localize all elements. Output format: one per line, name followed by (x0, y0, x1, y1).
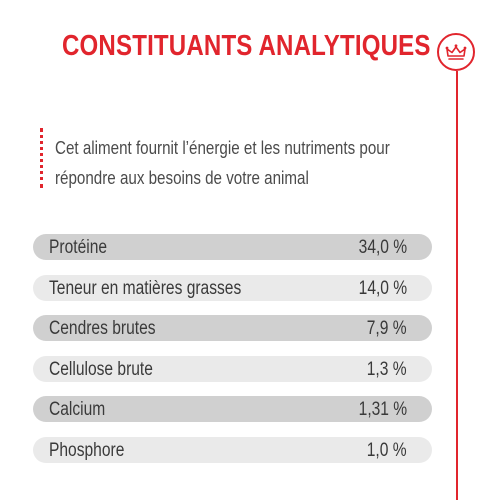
table-row: Phosphore 1,0 % (33, 436, 432, 463)
row-value: 14,0 % (358, 277, 407, 299)
table-row: Protéine 34,0 % (33, 234, 432, 260)
row-value: 7,9 % (367, 318, 407, 339)
dotted-accent-line (40, 128, 46, 188)
row-value: 1,31 % (358, 399, 407, 420)
brand-badge (437, 33, 475, 71)
vertical-divider (456, 71, 458, 500)
description-line-1: Cet aliment fournit l’énergie et les nut… (55, 137, 390, 158)
crown-icon (445, 44, 467, 60)
table-row: Cellulose brute 1,3 % (33, 355, 432, 382)
page-title: CONSTITUANTS ANALYTIQUES (62, 30, 431, 62)
constituents-table: Protéine 34,0 % Teneur en matières grass… (33, 234, 432, 477)
row-value: 34,0 % (358, 237, 407, 258)
row-value: 1,3 % (367, 358, 407, 380)
row-label: Cendres brutes (49, 318, 156, 339)
row-label: Phosphore (49, 439, 125, 461)
row-label: Protéine (49, 237, 108, 258)
description-line-2: répondre aux besoins de votre animal (55, 167, 309, 188)
row-label: Teneur en matières grasses (49, 277, 242, 299)
row-label: Cellulose brute (49, 358, 153, 380)
row-label: Calcium (49, 399, 106, 420)
description: Cet aliment fournit l’énergie et les nut… (55, 133, 390, 193)
table-row: Calcium 1,31 % (33, 396, 432, 422)
table-row: Cendres brutes 7,9 % (33, 315, 432, 341)
table-row: Teneur en matières grasses 14,0 % (33, 274, 432, 301)
row-value: 1,0 % (367, 439, 407, 461)
